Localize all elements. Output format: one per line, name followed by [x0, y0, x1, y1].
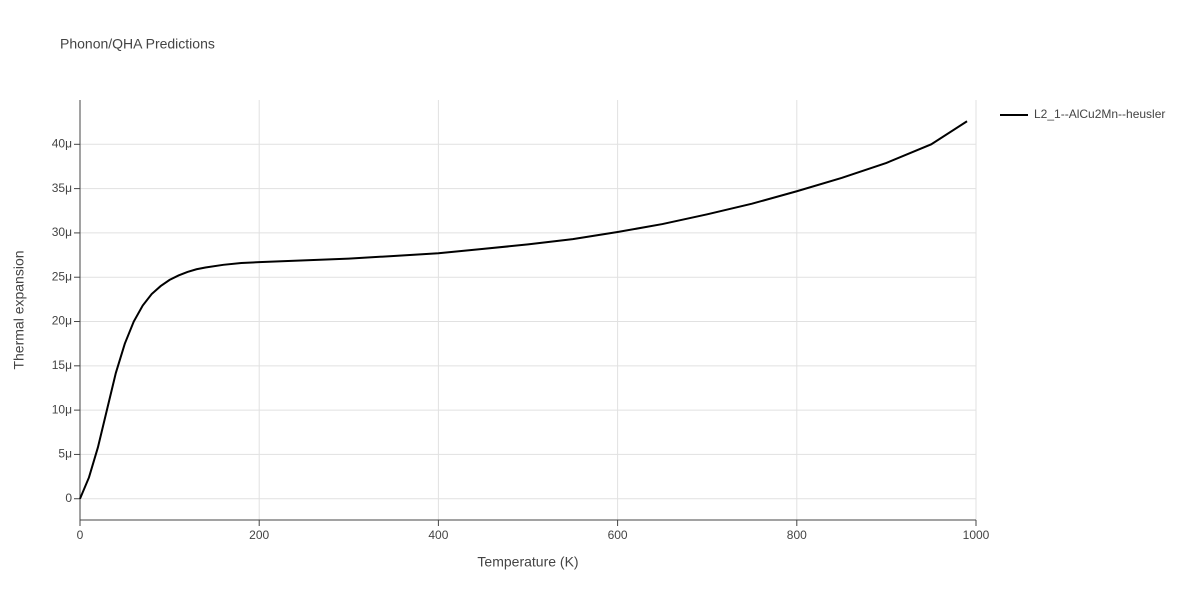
x-tick-label: 600 — [608, 528, 628, 542]
legend-label: L2_1--AlCu2Mn--heusler — [1034, 107, 1165, 121]
chart-title: Phonon/QHA Predictions — [60, 36, 215, 52]
y-tick-label: 25μ — [52, 269, 72, 283]
y-tick-label: 30μ — [52, 225, 72, 239]
y-tick-label: 0 — [65, 491, 72, 505]
y-tick-label: 15μ — [52, 358, 72, 372]
y-tick-label: 40μ — [52, 136, 72, 150]
y-tick-label: 35μ — [52, 181, 72, 195]
x-tick-label: 400 — [428, 528, 448, 542]
y-tick-label: 10μ — [52, 402, 72, 416]
x-axis-label: Temperature (K) — [477, 554, 578, 570]
x-tick-label: 0 — [77, 528, 84, 542]
x-tick-label: 200 — [249, 528, 269, 542]
x-tick-label: 1000 — [963, 528, 990, 542]
y-axis-label: Thermal expansion — [11, 250, 27, 369]
y-tick-label: 20μ — [52, 314, 72, 328]
y-tick-label: 5μ — [58, 447, 72, 461]
line-series — [79, 120, 968, 500]
x-tick-label: 800 — [787, 528, 807, 542]
